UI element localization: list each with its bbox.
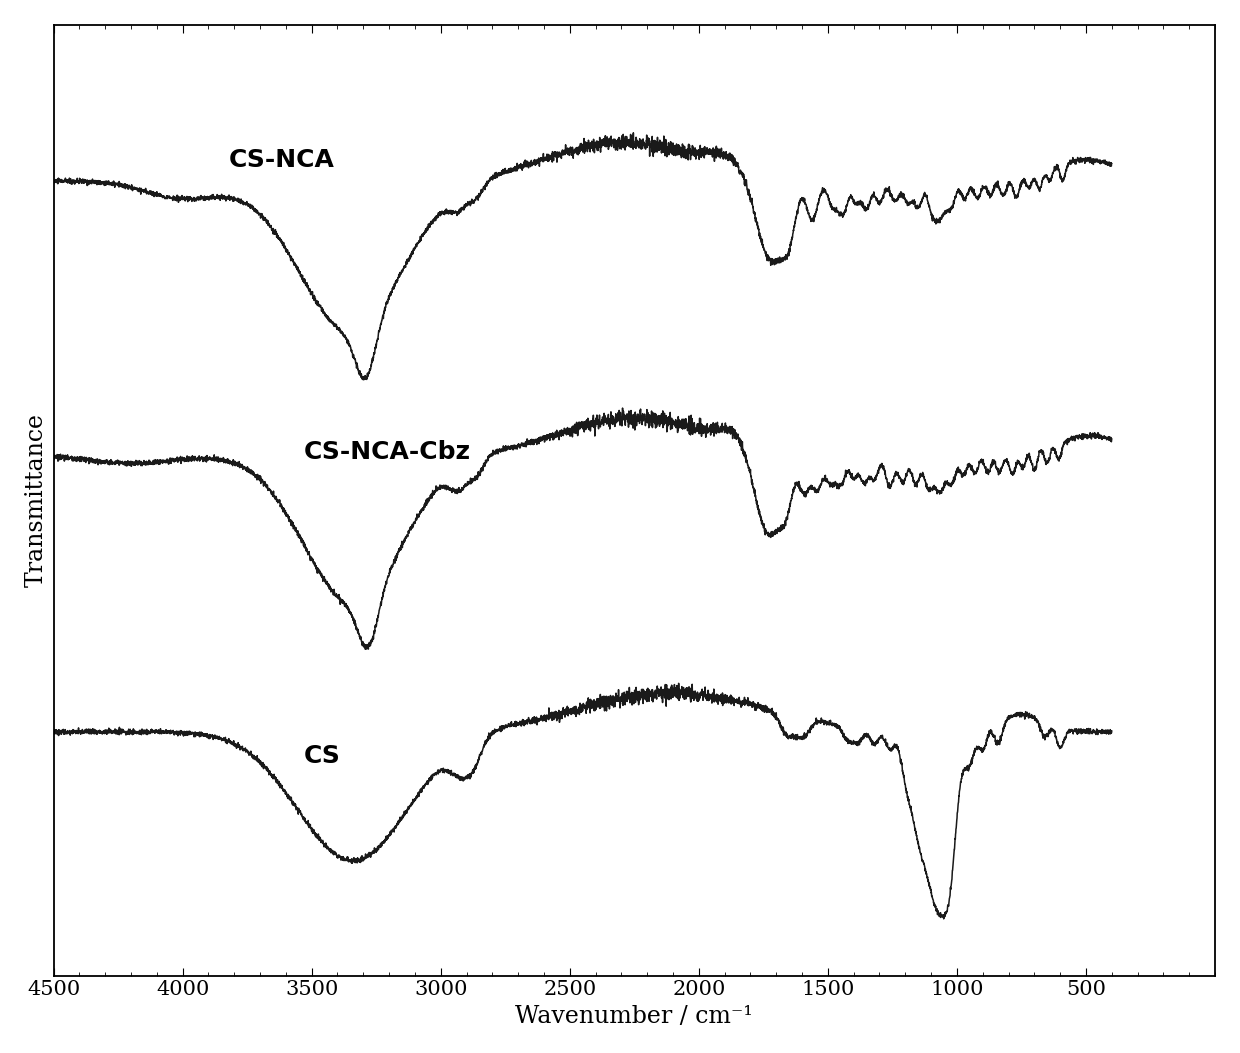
Text: CS-NCA-Cbz: CS-NCA-Cbz <box>304 440 471 464</box>
Y-axis label: Transmittance: Transmittance <box>25 413 48 588</box>
Text: CS: CS <box>304 743 341 768</box>
Text: CS-NCA: CS-NCA <box>229 147 335 172</box>
X-axis label: Wavenumber / cm⁻¹: Wavenumber / cm⁻¹ <box>516 1005 753 1028</box>
